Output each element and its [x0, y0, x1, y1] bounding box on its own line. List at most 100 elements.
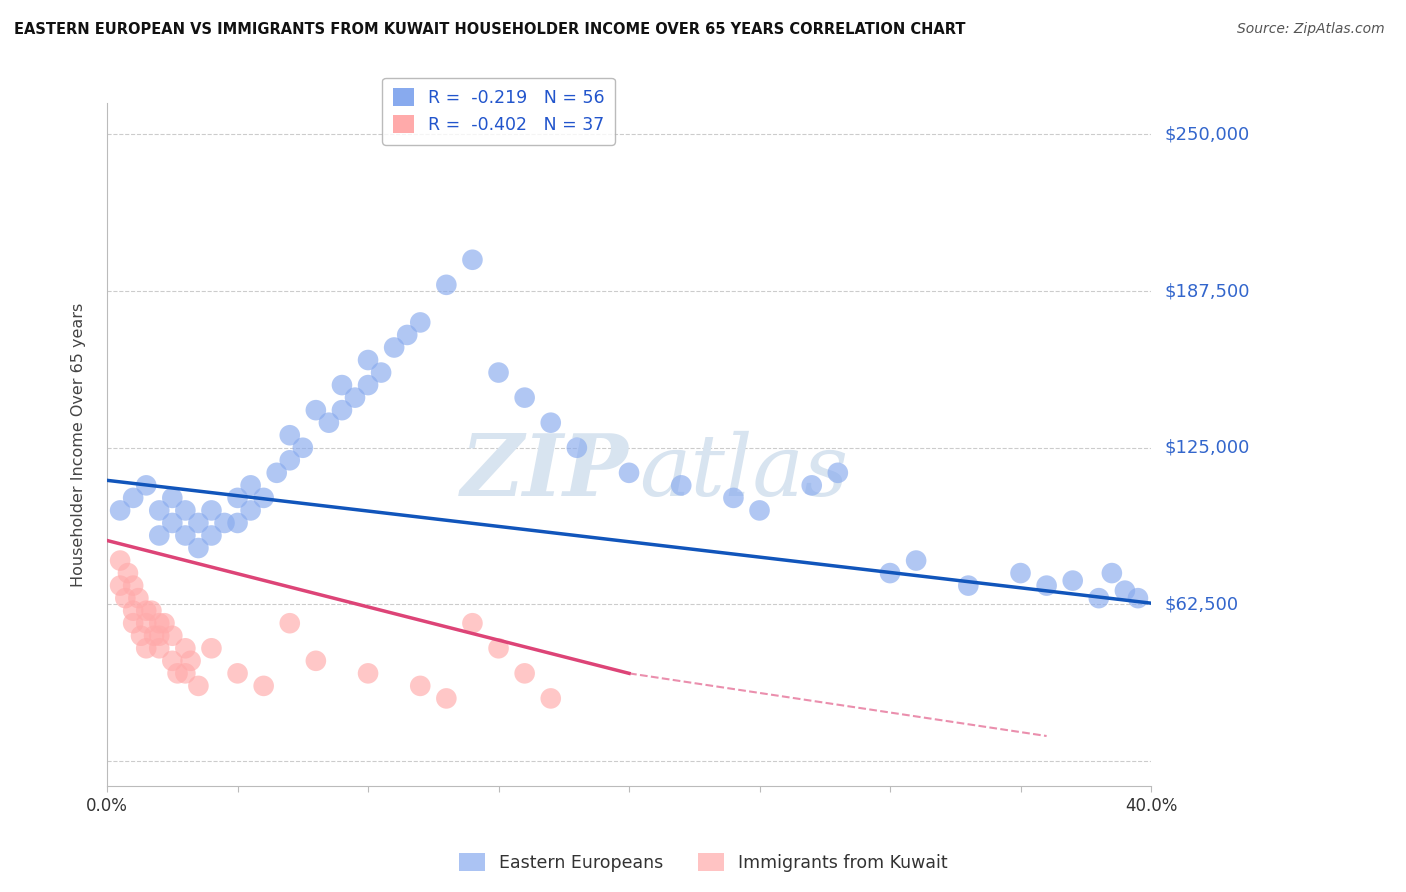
Text: $125,000: $125,000: [1166, 439, 1250, 457]
Point: [166, 666, 188, 681]
Point: [278, 428, 301, 442]
Point: [513, 666, 536, 681]
Legend: R =  -0.219   N = 56, R =  -0.402   N = 37: R = -0.219 N = 56, R = -0.402 N = 37: [382, 78, 614, 145]
Point: [200, 503, 222, 517]
Point: [488, 366, 510, 380]
Point: [278, 616, 301, 631]
Point: [318, 416, 340, 430]
Point: [343, 391, 366, 405]
Point: [1101, 566, 1123, 580]
Point: [266, 466, 288, 480]
Point: [187, 516, 209, 530]
Point: [174, 641, 197, 656]
Point: [108, 553, 131, 567]
Point: [330, 378, 353, 392]
Point: [540, 416, 562, 430]
Point: [671, 478, 693, 492]
Point: [122, 491, 145, 505]
Point: [357, 353, 380, 368]
Point: [513, 391, 536, 405]
Text: atlas: atlas: [640, 431, 849, 513]
Point: [330, 403, 353, 417]
Point: [174, 503, 197, 517]
Point: [148, 616, 170, 631]
Point: [905, 553, 928, 567]
Point: [434, 691, 457, 706]
Point: [122, 579, 145, 593]
Point: [108, 579, 131, 593]
Point: [226, 666, 249, 681]
Point: [187, 541, 209, 555]
Point: [239, 503, 262, 517]
Point: [135, 616, 157, 631]
Point: [122, 604, 145, 618]
Point: [305, 403, 328, 417]
Point: [957, 579, 980, 593]
Point: [162, 491, 184, 505]
Point: [135, 641, 157, 656]
Text: $250,000: $250,000: [1166, 126, 1250, 144]
Point: [141, 604, 163, 618]
Point: [565, 441, 588, 455]
Text: EASTERN EUROPEAN VS IMMIGRANTS FROM KUWAIT HOUSEHOLDER INCOME OVER 65 YEARS CORR: EASTERN EUROPEAN VS IMMIGRANTS FROM KUWA…: [14, 22, 966, 37]
Point: [162, 516, 184, 530]
Text: $187,500: $187,500: [1166, 282, 1250, 300]
Point: [540, 691, 562, 706]
Point: [127, 591, 149, 606]
Point: [357, 666, 380, 681]
Point: [1035, 579, 1057, 593]
Point: [357, 378, 380, 392]
Point: [174, 528, 197, 542]
Point: [409, 315, 432, 329]
Point: [180, 654, 202, 668]
Point: [748, 503, 770, 517]
Point: [278, 453, 301, 467]
Point: [396, 328, 419, 343]
Text: ZIP: ZIP: [461, 430, 628, 514]
Point: [827, 466, 849, 480]
Point: [200, 528, 222, 542]
Point: [148, 641, 170, 656]
Point: [461, 252, 484, 267]
Point: [488, 641, 510, 656]
Point: [723, 491, 745, 505]
Point: [135, 478, 157, 492]
Point: [122, 616, 145, 631]
Point: [382, 341, 405, 355]
Point: [1062, 574, 1084, 588]
Legend: Eastern Europeans, Immigrants from Kuwait: Eastern Europeans, Immigrants from Kuwai…: [451, 847, 955, 879]
Point: [1010, 566, 1032, 580]
Point: [434, 277, 457, 292]
Point: [148, 528, 170, 542]
Point: [461, 616, 484, 631]
Point: [253, 679, 276, 693]
Point: [291, 441, 314, 455]
Point: [174, 666, 197, 681]
Point: [370, 366, 392, 380]
Point: [214, 516, 236, 530]
Point: [162, 654, 184, 668]
Point: [1126, 591, 1149, 606]
Point: [114, 591, 136, 606]
Point: [253, 491, 276, 505]
Point: [1088, 591, 1111, 606]
Point: [148, 503, 170, 517]
Point: [143, 629, 166, 643]
Point: [162, 629, 184, 643]
Text: $62,500: $62,500: [1166, 596, 1239, 614]
Point: [879, 566, 901, 580]
Point: [108, 503, 131, 517]
Text: Source: ZipAtlas.com: Source: ZipAtlas.com: [1237, 22, 1385, 37]
Y-axis label: Householder Income Over 65 years: Householder Income Over 65 years: [72, 302, 86, 587]
Point: [409, 679, 432, 693]
Point: [117, 566, 139, 580]
Point: [129, 629, 152, 643]
Point: [153, 616, 176, 631]
Point: [800, 478, 823, 492]
Point: [187, 679, 209, 693]
Point: [305, 654, 328, 668]
Point: [148, 629, 170, 643]
Point: [200, 641, 222, 656]
Point: [239, 478, 262, 492]
Point: [226, 516, 249, 530]
